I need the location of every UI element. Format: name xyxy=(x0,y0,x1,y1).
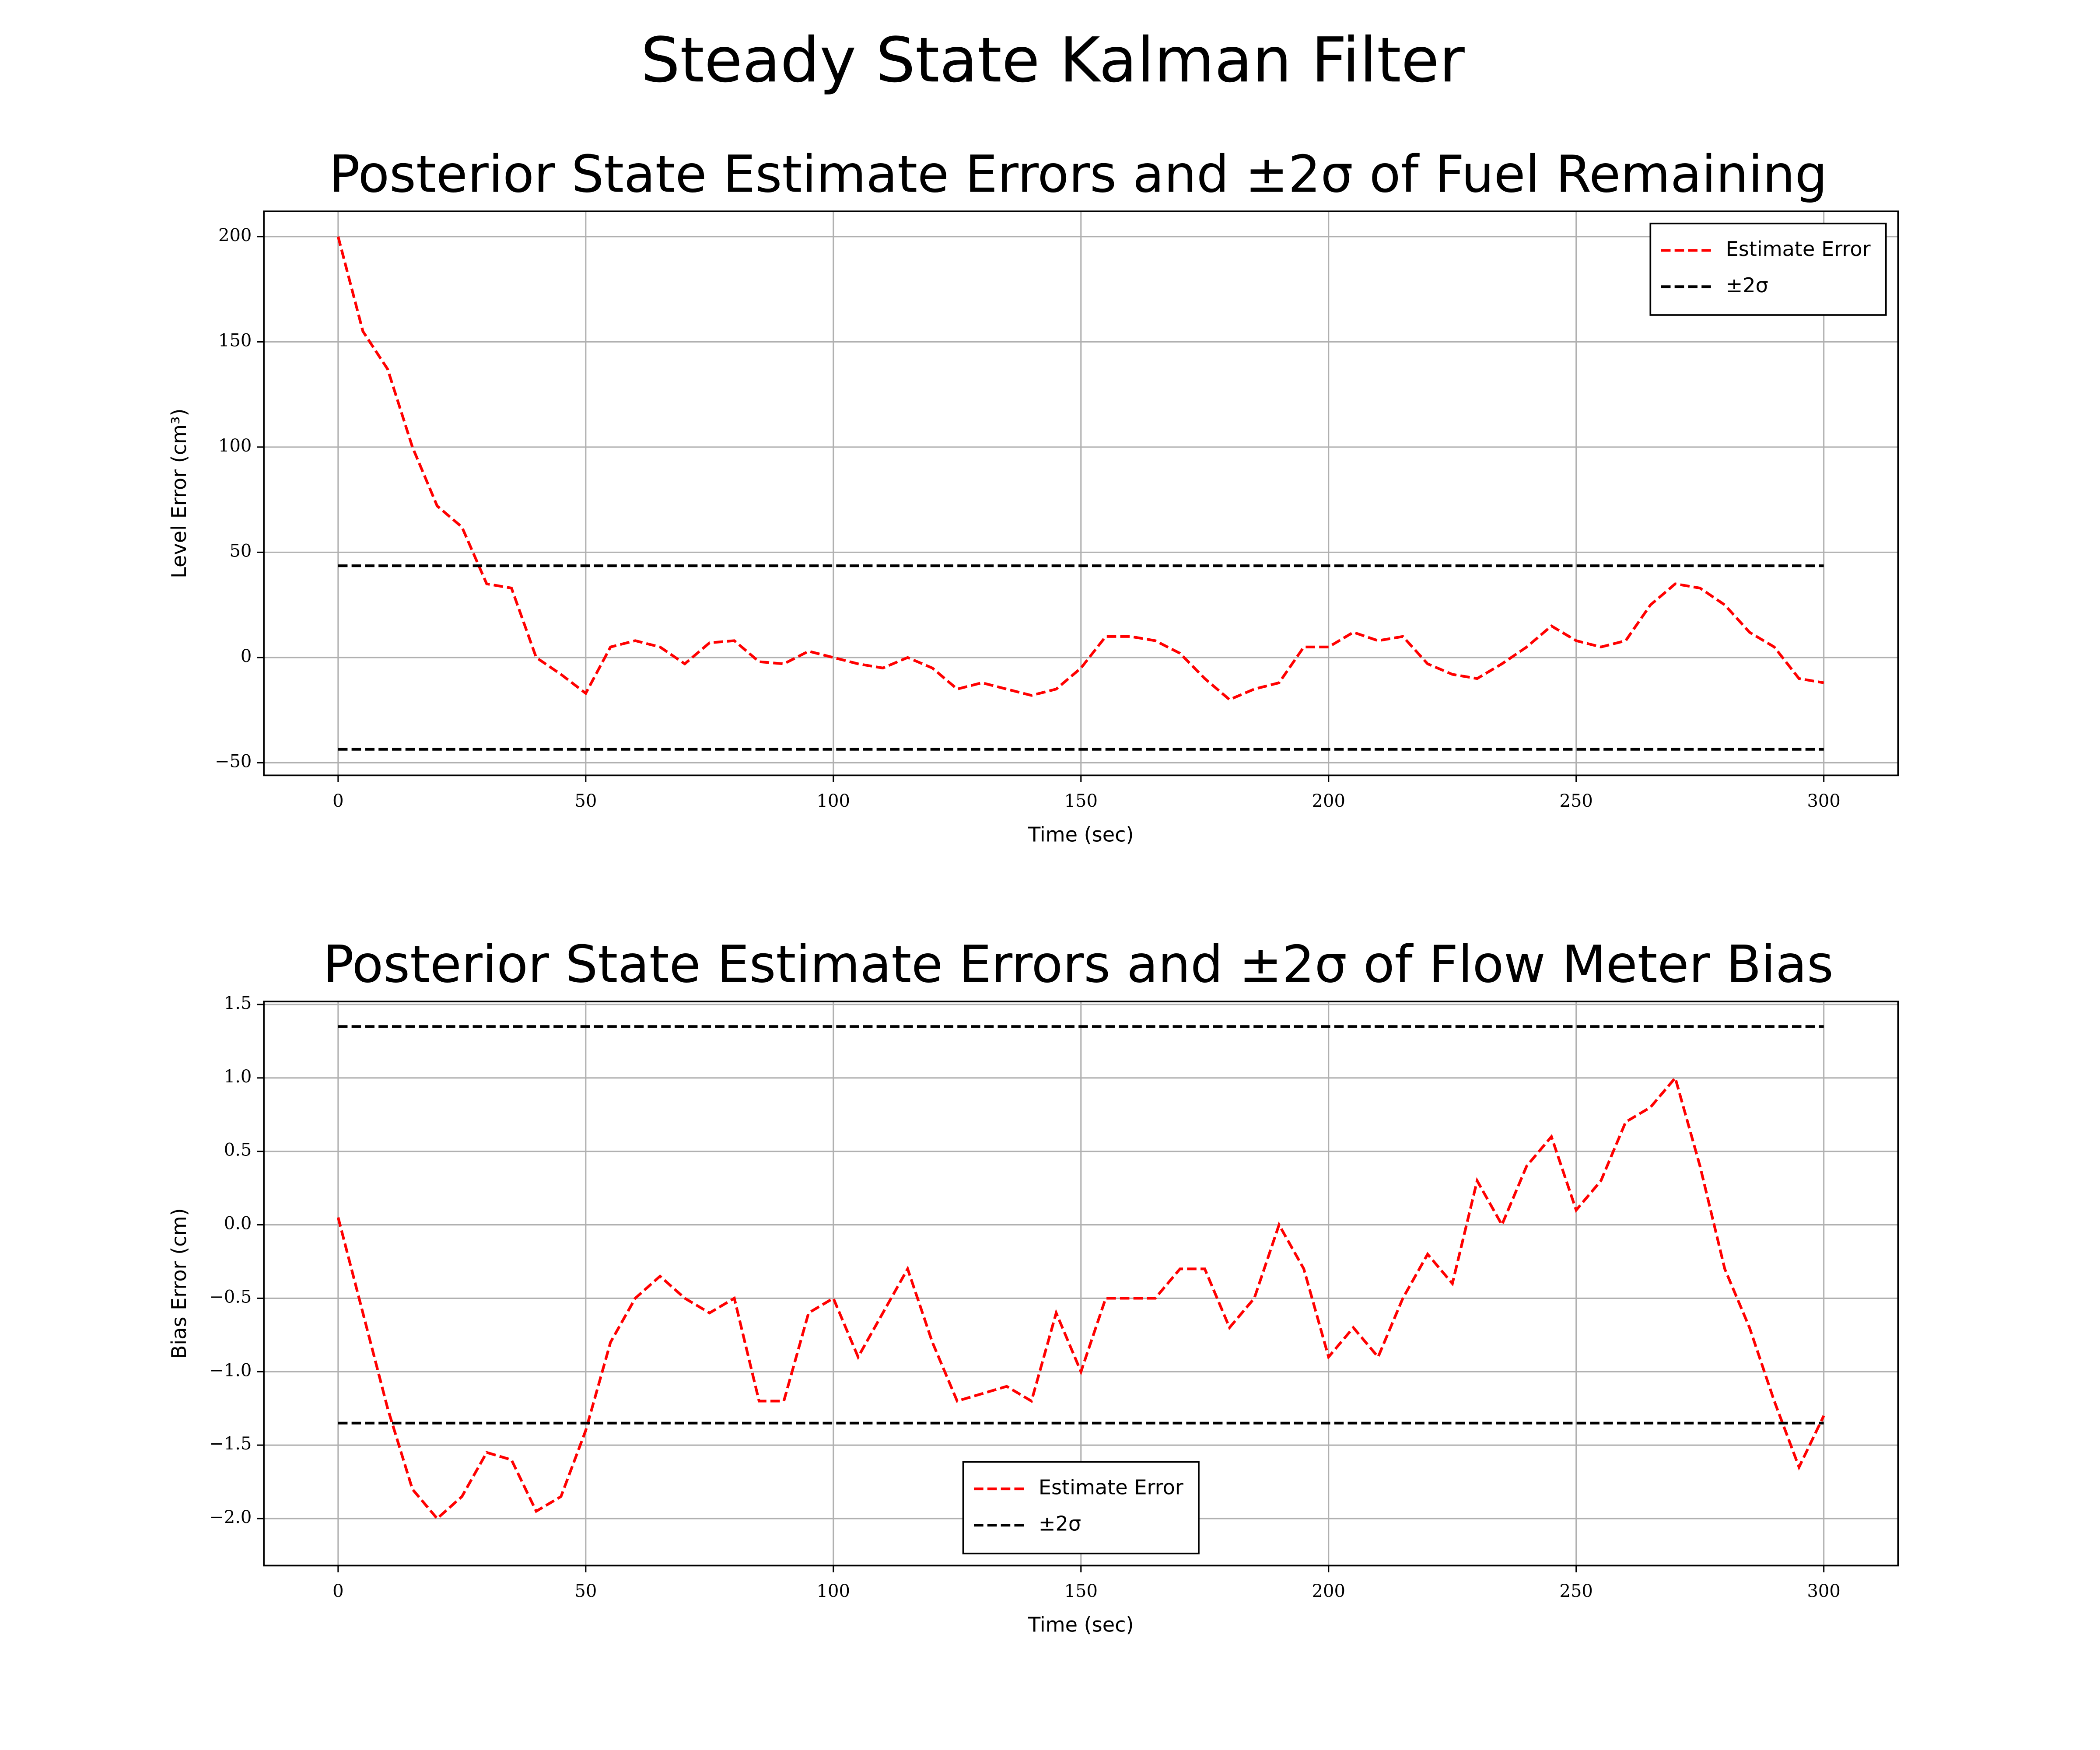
x-tick-label: 50 xyxy=(574,791,597,811)
x-tick-label: 150 xyxy=(1064,791,1098,811)
y-tick-label: 1.0 xyxy=(224,1067,252,1087)
y-axis-label: Level Error (cm³) xyxy=(167,408,191,578)
x-tick-label: 200 xyxy=(1312,1581,1345,1601)
y-tick-label: 150 xyxy=(218,330,252,350)
y-tick-label: −50 xyxy=(215,751,252,771)
y-axis-label: Bias Error (cm) xyxy=(167,1208,191,1359)
legend-box xyxy=(962,1461,1200,1554)
y-tick-label: 0.5 xyxy=(224,1140,252,1160)
x-tick-label: 300 xyxy=(1807,1581,1840,1601)
x-tick-label: 200 xyxy=(1312,791,1345,811)
legend-label: Estimate Error xyxy=(1726,237,1871,261)
y-tick-label: 1.5 xyxy=(224,993,252,1013)
x-axis-label: Time (sec) xyxy=(1028,822,1134,846)
y-tick-label: 50 xyxy=(229,541,252,561)
x-tick-label: 300 xyxy=(1807,791,1840,811)
plot-frame xyxy=(263,210,1899,777)
y-tick-label: 0 xyxy=(241,646,252,666)
x-tick-label: 100 xyxy=(817,791,850,811)
x-tick-label: 0 xyxy=(332,791,343,811)
x-tick-label: 250 xyxy=(1560,1581,1593,1601)
y-tick-label: −1.0 xyxy=(209,1360,252,1380)
x-tick-label: 150 xyxy=(1064,1581,1098,1601)
y-tick-label: −1.5 xyxy=(209,1434,252,1454)
x-tick-label: 0 xyxy=(332,1581,343,1601)
x-tick-label: 250 xyxy=(1560,791,1593,811)
plot-frame xyxy=(263,1001,1899,1567)
y-tick-label: 0.0 xyxy=(224,1214,252,1234)
data-line xyxy=(336,236,1824,701)
x-tick-label: 100 xyxy=(817,1581,850,1601)
legend-box xyxy=(1649,222,1887,316)
y-tick-label: −0.5 xyxy=(209,1287,252,1307)
chart-title: Posterior State Estimate Errors and ±2σ … xyxy=(323,934,1834,994)
data-line xyxy=(336,1075,1825,1521)
x-axis-label: Time (sec) xyxy=(1028,1613,1134,1636)
legend-label: ±2σ xyxy=(1039,1512,1081,1536)
legend-label: Estimate Error xyxy=(1039,1476,1183,1499)
chart-title: Posterior State Estimate Errors and ±2σ … xyxy=(329,144,1827,204)
x-tick-label: 50 xyxy=(574,1581,597,1601)
y-tick-label: 200 xyxy=(218,225,252,245)
figure-title: Steady State Kalman Filter xyxy=(640,24,1465,96)
y-tick-label: 100 xyxy=(218,436,252,456)
legend-label: ±2σ xyxy=(1726,273,1768,297)
y-tick-label: −2.0 xyxy=(209,1507,252,1527)
